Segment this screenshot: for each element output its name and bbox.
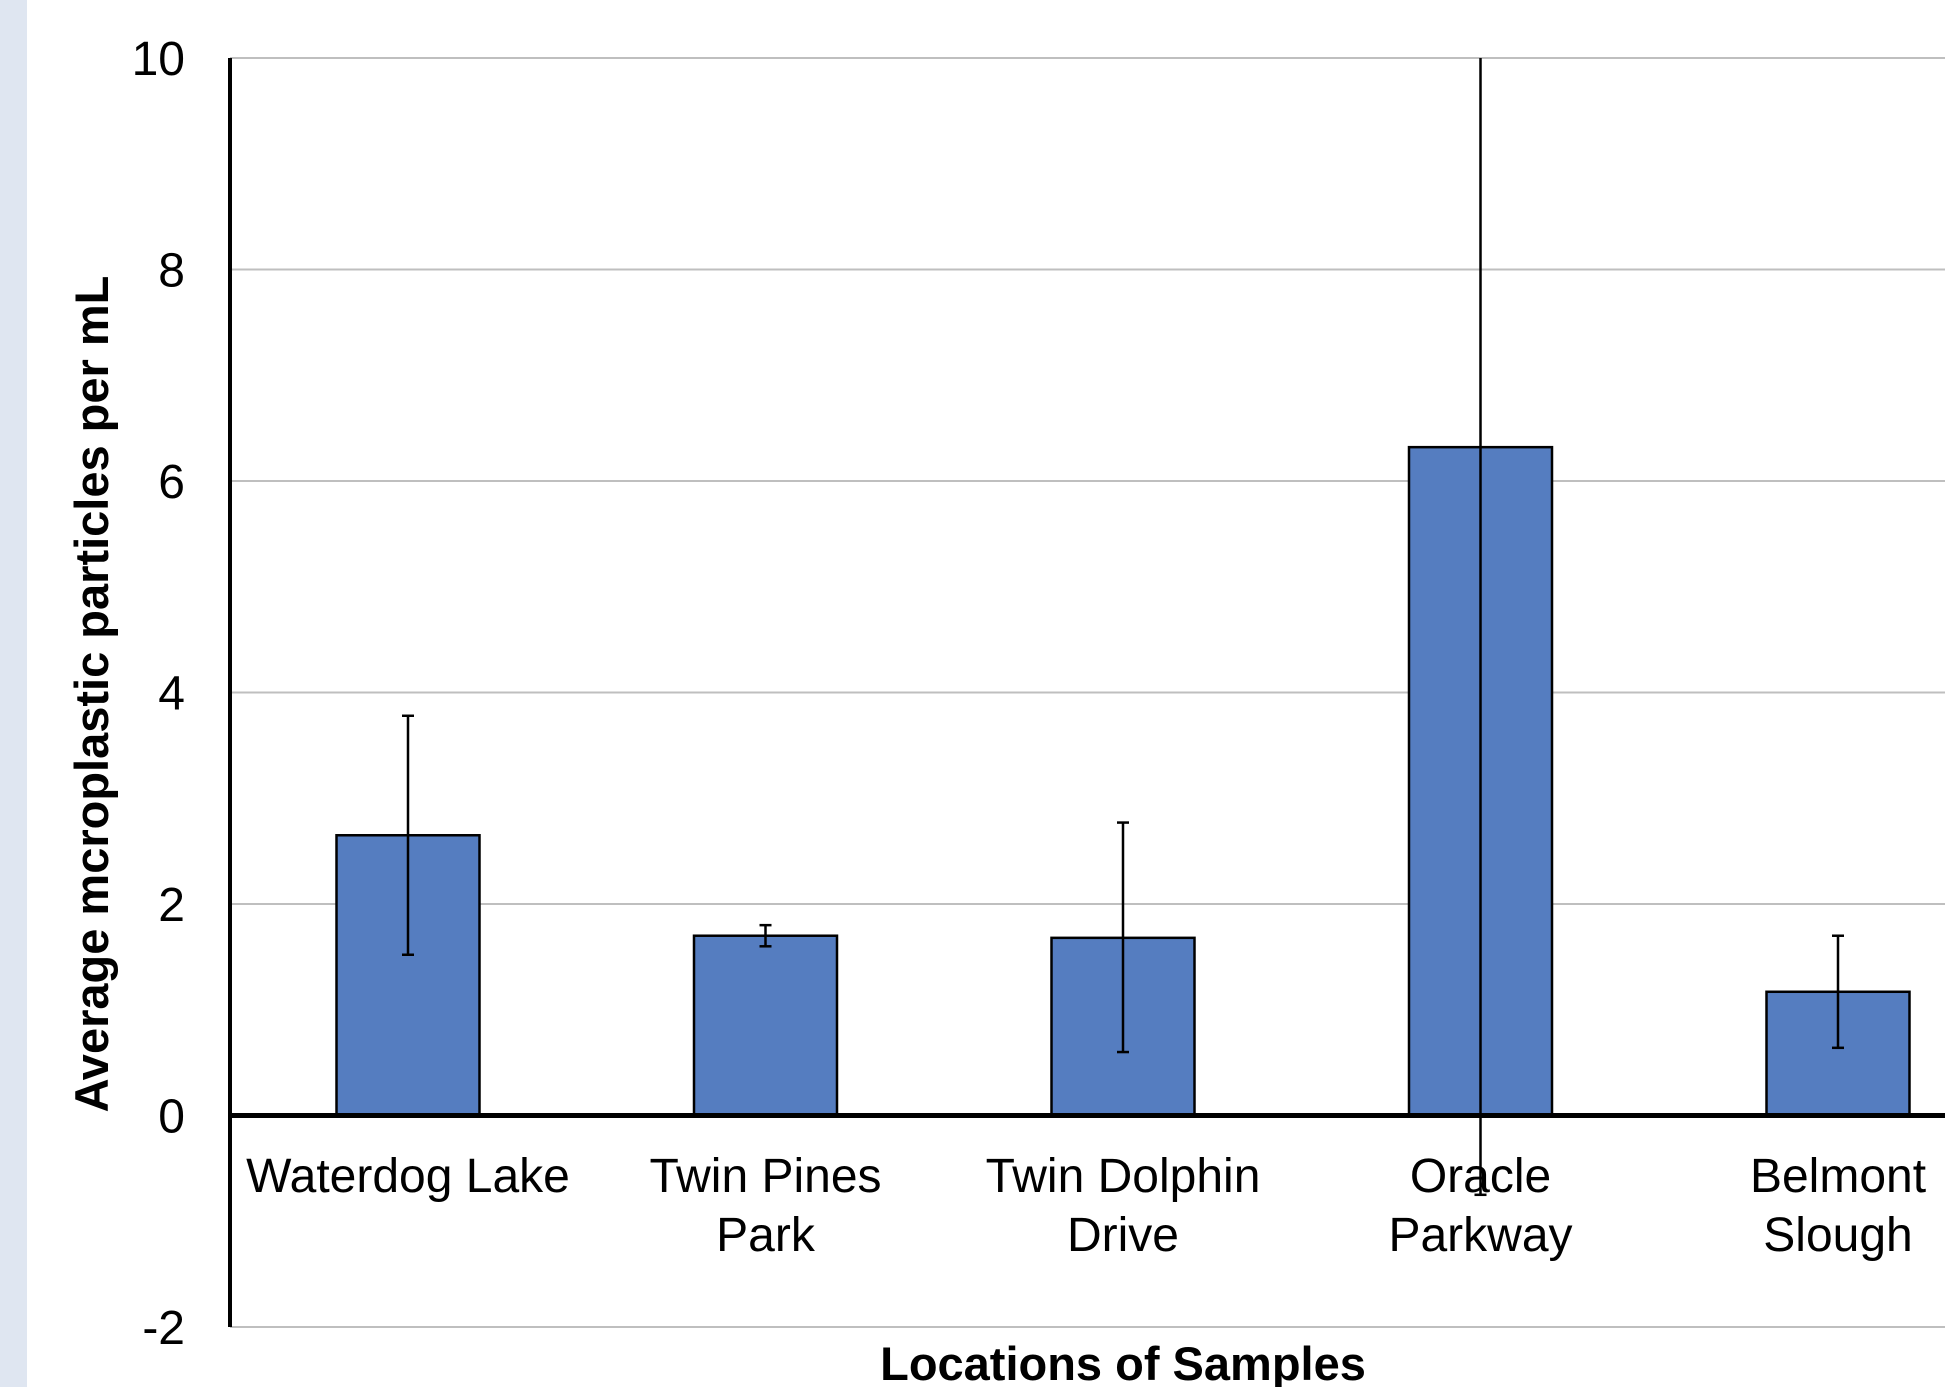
axes — [228, 58, 1945, 1327]
bar — [692, 934, 839, 1117]
error-bars — [402, 58, 1844, 1197]
x-category-label: Slough — [1763, 1209, 1912, 1262]
y-axis-title: Average mcroplastic particles per mL — [65, 276, 118, 1113]
y-tick-label: 4 — [158, 668, 185, 721]
x-category-label: Waterdog Lake — [246, 1150, 570, 1203]
y-tick-label: -2 — [142, 1302, 185, 1355]
page-left-border — [0, 0, 27, 1387]
y-tick-labels: -2 0 2 4 6 8 10 — [132, 33, 185, 1355]
y-tick-label: 6 — [158, 456, 185, 509]
y-tick-label: 10 — [132, 33, 185, 86]
x-category-label: Twin Dolphin — [986, 1150, 1261, 1203]
y-tick-label: 0 — [158, 1091, 185, 1144]
y-tick-label: 2 — [158, 879, 185, 932]
y-tick-label: 8 — [158, 245, 185, 298]
x-category-label: Twin Pines — [649, 1150, 881, 1203]
x-category-label: Park — [716, 1209, 816, 1262]
x-category-label: Belmont — [1750, 1150, 1926, 1203]
x-category-label: Parkway — [1388, 1209, 1572, 1262]
gridlines — [230, 57, 1945, 1328]
x-category-label: Oracle — [1410, 1150, 1551, 1203]
x-axis-title: Locations of Samples — [880, 1337, 1366, 1387]
x-category-label: Drive — [1067, 1209, 1179, 1262]
x-category-labels: Waterdog Lake Twin Pines Park Twin Dolphin D… — [246, 1150, 1926, 1262]
